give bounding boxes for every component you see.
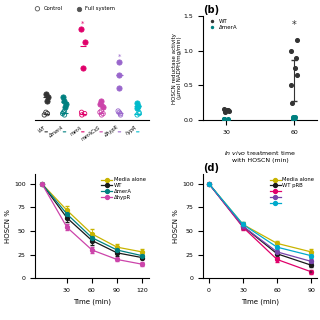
Point: [295, 38, 300, 43]
Point: [118, 112, 123, 117]
Point: [97, 101, 102, 107]
Text: *: *: [118, 53, 121, 59]
Legend: WT, ΔmerA: WT, ΔmerA: [206, 19, 238, 31]
Point: [225, 108, 230, 113]
Legend: Media alone, WT, ΔmerA, ΔhypR: Media alone, WT, ΔmerA, ΔhypR: [101, 177, 146, 200]
Point: [292, 114, 297, 119]
Point: [137, 111, 142, 116]
Text: *: *: [292, 20, 296, 30]
Point: [63, 105, 68, 110]
Point: [221, 116, 227, 122]
Point: [291, 116, 296, 121]
Point: [221, 107, 226, 112]
Point: [46, 95, 51, 100]
Point: [135, 112, 140, 117]
Text: (d): (d): [203, 164, 219, 173]
Text: (b): (b): [203, 5, 220, 15]
Point: [100, 105, 106, 110]
Text: $\it{In}$ $\it{vivo}$ treatment time
with HOSCN (min): $\it{In}$ $\it{vivo}$ treatment time wit…: [224, 149, 296, 163]
Point: [80, 66, 85, 71]
Point: [44, 92, 49, 97]
X-axis label: Time (min): Time (min): [241, 299, 279, 305]
Point: [292, 66, 297, 71]
Point: [99, 108, 104, 114]
Point: [116, 108, 121, 114]
Point: [117, 59, 122, 64]
Point: [78, 27, 83, 32]
Point: [100, 111, 106, 116]
Point: [117, 85, 122, 90]
Point: [290, 117, 295, 122]
Point: [45, 111, 50, 116]
Point: [61, 110, 66, 115]
Point: [79, 112, 84, 117]
Y-axis label: HOSCN %: HOSCN %: [173, 209, 179, 243]
Point: [118, 111, 123, 116]
Y-axis label: HOSCN reductase activity
(μmol NADPH/mg/min): HOSCN reductase activity (μmol NADPH/mg/…: [172, 33, 182, 103]
Point: [224, 107, 229, 112]
Point: [43, 110, 48, 115]
X-axis label: Time (min): Time (min): [73, 299, 111, 305]
Point: [134, 101, 139, 106]
Point: [289, 83, 294, 88]
Point: [82, 39, 87, 44]
Point: [44, 98, 50, 103]
Point: [292, 116, 297, 121]
Y-axis label: HOSCN %: HOSCN %: [5, 209, 11, 243]
Point: [136, 110, 141, 115]
Point: [116, 72, 122, 77]
Legend: Control, Full system: Control, Full system: [32, 6, 115, 11]
Point: [135, 103, 140, 108]
Point: [227, 108, 232, 114]
Text: *: *: [275, 258, 279, 267]
Point: [222, 109, 228, 114]
Point: [226, 117, 231, 122]
Point: [60, 111, 65, 116]
Point: [42, 112, 47, 117]
Point: [99, 112, 104, 117]
Point: [288, 48, 293, 53]
Point: [62, 112, 67, 117]
Point: [82, 111, 87, 116]
Point: [134, 106, 140, 111]
Point: [97, 110, 102, 115]
Point: [79, 110, 84, 115]
Point: [221, 116, 226, 121]
Point: [63, 101, 68, 107]
Point: [290, 115, 295, 120]
Point: [294, 72, 299, 77]
Point: [60, 95, 65, 100]
Text: *: *: [65, 225, 69, 234]
Text: *: *: [81, 21, 84, 27]
Point: [293, 55, 298, 60]
Point: [289, 100, 294, 105]
Point: [117, 110, 122, 115]
Text: *: *: [90, 247, 94, 256]
Point: [99, 98, 104, 103]
Point: [221, 116, 226, 121]
Text: *: *: [309, 269, 313, 278]
Legend: Media alone, WT pRB, , , : Media alone, WT pRB, , ,: [269, 177, 314, 206]
Point: [61, 98, 67, 103]
Point: [62, 108, 67, 114]
